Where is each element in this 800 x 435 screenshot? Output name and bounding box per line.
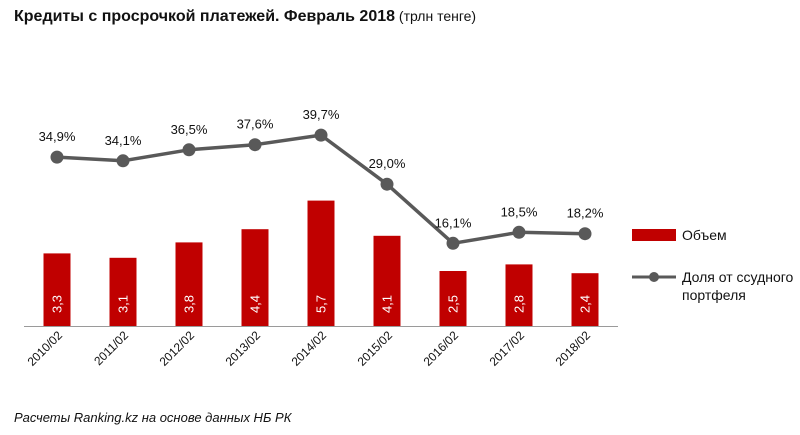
share-value-label: 39,7% (303, 107, 340, 122)
legend-bar-swatch (632, 229, 676, 241)
share-point-2017/02 (512, 225, 526, 239)
share-point-2015/02 (380, 177, 394, 191)
bar-2012/02 (175, 242, 203, 326)
share-point-2014/02 (314, 128, 328, 142)
share-value-label: 29,0% (369, 156, 406, 171)
x-tick-label: 2015/02 (355, 328, 396, 369)
bar-2013/02 (241, 229, 269, 326)
bar-value-label: 3,1 (116, 295, 131, 313)
x-tick-label: 2014/02 (289, 328, 330, 369)
bar-value-label: 3,8 (182, 295, 197, 313)
x-tick-label: 2016/02 (421, 328, 462, 369)
bar-2017/02 (505, 264, 533, 326)
legend-item-volume: Объем (632, 226, 800, 244)
bar-value-label: 2,8 (512, 295, 527, 313)
share-point-2011/02 (116, 154, 130, 168)
bar-value-label: 4,1 (380, 295, 395, 313)
share-value-label: 37,6% (237, 117, 274, 132)
share-value-label: 16,1% (435, 215, 472, 230)
share-value-label: 18,5% (501, 204, 538, 219)
x-tick-label: 2018/02 (553, 328, 594, 369)
x-tick-label: 2011/02 (91, 328, 131, 368)
x-tick-label: 2013/02 (223, 328, 264, 369)
legend-item-share: Доля от ссудного портфеля (632, 268, 800, 304)
share-point-2012/02 (182, 143, 196, 157)
bar-value-label: 3,3 (50, 295, 65, 313)
legend: Объем Доля от ссудного портфеля (632, 226, 800, 328)
share-point-2016/02 (446, 236, 460, 250)
share-point-2018/02 (578, 227, 592, 241)
share-point-2013/02 (248, 138, 262, 152)
source-note: Расчеты Ranking.kz на основе данных НБ Р… (14, 410, 292, 425)
bar-value-label: 2,4 (578, 295, 593, 313)
x-tick-label: 2012/02 (157, 328, 198, 369)
bar-value-label: 2,5 (446, 295, 461, 313)
chart-title-unit: (трлн тенге) (395, 8, 477, 24)
legend-line-swatch (632, 272, 676, 282)
bar-2011/02 (109, 257, 137, 326)
x-tick-label: 2010/02 (25, 328, 66, 369)
share-value-label: 34,1% (105, 133, 142, 148)
share-value-label: 18,2% (567, 206, 604, 221)
bar-value-label: 5,7 (314, 295, 329, 313)
bar-2016/02 (439, 271, 467, 326)
bar-value-label: 4,4 (248, 295, 263, 313)
share-value-label: 34,9% (39, 129, 76, 144)
bar-2015/02 (373, 235, 401, 326)
share-value-label: 36,5% (171, 122, 208, 137)
bar-2018/02 (571, 273, 599, 326)
legend-bar-label: Объем (682, 227, 727, 243)
x-tick-label: 2017/02 (487, 328, 528, 369)
share-point-2010/02 (50, 150, 64, 164)
legend-line-label: Доля от ссудного портфеля (682, 269, 794, 303)
bar-2010/02 (43, 253, 71, 326)
chart-title: Кредиты с просрочкой платежей. Февраль 2… (14, 8, 476, 26)
chart-title-main: Кредиты с просрочкой платежей. Февраль 2… (14, 8, 396, 25)
bar-2014/02 (307, 200, 335, 326)
